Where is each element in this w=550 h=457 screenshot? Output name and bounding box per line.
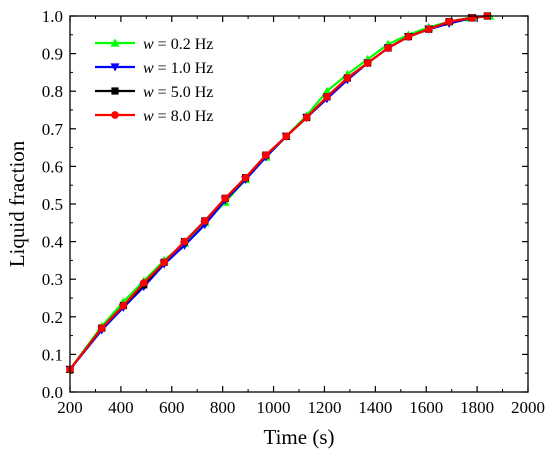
- data-point: [119, 301, 128, 310]
- legend-label: w = 1.0 Hz: [143, 60, 213, 77]
- data-point: [282, 132, 291, 141]
- data-point: [445, 17, 453, 26]
- legend-value: = 0.2 Hz: [154, 36, 214, 53]
- y-tick-label: 0.7: [42, 120, 64, 139]
- legend-symbol: w: [143, 108, 154, 125]
- data-point: [221, 194, 230, 203]
- axes: 200 400 600 800 1000 1200 1400 1600 1800 2000 0.0 0…: [5, 7, 545, 449]
- data-point: [404, 32, 413, 41]
- series-0: [65, 11, 495, 374]
- legend: w = 0.2 Hzw = 1.0 Hzw = 5.0 Hzw = 8.0 Hz: [95, 36, 213, 125]
- data-point: [241, 173, 250, 182]
- legend-entry-0: w = 0.2 Hz: [95, 36, 213, 53]
- data-point: [160, 258, 168, 267]
- legend-marker: [111, 111, 119, 119]
- x-tick-label: 1400: [358, 398, 392, 417]
- data-point: [302, 113, 311, 122]
- x-tick-label: 2000: [511, 398, 545, 417]
- legend-value: = 8.0 Hz: [154, 108, 214, 125]
- legend-label: w = 5.0 Hz: [143, 84, 213, 101]
- x-tick-label: 1200: [307, 398, 341, 417]
- x-tick-label: 1800: [460, 398, 494, 417]
- x-tick-label: 1600: [409, 398, 443, 417]
- legend-label: w = 8.0 Hz: [143, 108, 213, 125]
- x-tick-label: 200: [57, 398, 83, 417]
- y-tick-label: 0.8: [42, 82, 63, 101]
- legend-marker: [110, 38, 120, 47]
- y-tick-label: 0.4: [42, 233, 64, 252]
- data-point: [343, 74, 352, 82]
- series-line-3: [69, 14, 488, 371]
- data-point: [180, 237, 189, 246]
- data-point: [262, 151, 270, 159]
- data-point: [384, 44, 392, 52]
- y-tick-label: 1.0: [42, 7, 63, 26]
- data-point: [322, 86, 332, 95]
- y-tick-label: 0.3: [42, 270, 63, 289]
- x-axis-label: Time (s): [264, 425, 335, 449]
- data-point: [323, 93, 331, 101]
- data-point: [424, 25, 433, 33]
- y-tick-label: 0.0: [42, 383, 63, 402]
- y-tick-label: 0.1: [42, 345, 63, 364]
- x-tick-label: 400: [108, 398, 134, 417]
- x-tick-label: 600: [159, 398, 185, 417]
- legend-marker: [111, 87, 119, 95]
- legend-value: = 5.0 Hz: [154, 84, 214, 101]
- legend-entry-3: w = 8.0 Hz: [95, 108, 213, 125]
- series-line-0: [69, 14, 490, 371]
- y-tick-label: 0.6: [42, 157, 63, 176]
- series-line-2: [69, 14, 488, 371]
- legend-marker: [110, 63, 120, 72]
- series-1: [65, 14, 477, 374]
- series-layer: [65, 11, 495, 374]
- data-point: [363, 59, 372, 67]
- x-tick-label: 1000: [257, 398, 291, 417]
- y-tick-label: 0.9: [42, 45, 63, 64]
- x-tick-label: 800: [210, 398, 236, 417]
- data-point: [201, 217, 209, 225]
- data-point: [139, 279, 148, 287]
- series-line-1: [69, 16, 473, 371]
- data-point: [468, 14, 476, 22]
- legend-symbol: w: [143, 84, 154, 101]
- y-tick-label: 0.5: [42, 195, 63, 214]
- legend-value: = 1.0 Hz: [154, 60, 214, 77]
- data-point: [97, 324, 106, 332]
- plot-frame: [69, 15, 529, 393]
- legend-label: w = 0.2 Hz: [143, 36, 213, 53]
- y-tick-label: 0.2: [42, 308, 63, 327]
- legend-symbol: w: [143, 36, 154, 53]
- legend-symbol: w: [143, 60, 154, 77]
- y-axis-label: Liquid fraction: [5, 140, 29, 267]
- legend-entry-1: w = 1.0 Hz: [95, 60, 213, 77]
- legend-entry-2: w = 5.0 Hz: [95, 84, 213, 101]
